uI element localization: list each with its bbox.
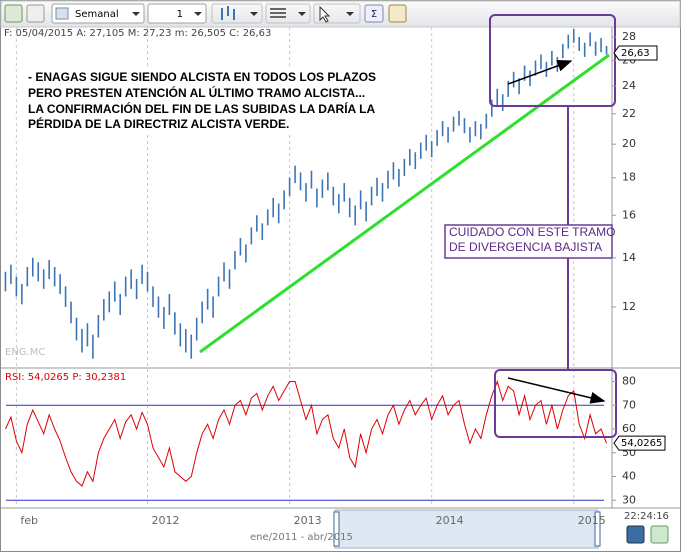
navigator-handle[interactable] <box>594 511 601 547</box>
y-tick-label: 14 <box>622 251 636 264</box>
settings-button[interactable] <box>626 525 645 544</box>
rsi-line <box>5 379 607 487</box>
dropdown-arrow <box>346 12 354 16</box>
symbol-watermark: ENG.MC <box>5 347 45 358</box>
x-tick-label: 2015 <box>578 514 606 527</box>
x-tick-label: 2013 <box>294 514 322 527</box>
note-line: - ENAGAS SIGUE SIENDO ALCISTA EN TODOS L… <box>28 70 376 84</box>
highlight-box <box>494 369 617 438</box>
x-tick-label: feb <box>20 514 38 527</box>
warning-line: DE DIVERGENCIA BAJISTA <box>449 240 602 254</box>
count-input[interactable] <box>147 3 207 24</box>
fullscreen-button[interactable] <box>650 525 669 544</box>
y-tick-label: 28 <box>622 30 636 43</box>
note-bg <box>22 68 362 132</box>
period-label: Semanal <box>75 9 119 20</box>
dropdown-arrow <box>298 12 306 16</box>
y-tick-label: 22 <box>622 107 636 120</box>
main-note: - ENAGAS SIGUE SIENDO ALCISTA EN TODOS L… <box>28 70 376 131</box>
y-tick-label: 24 <box>622 79 636 92</box>
note-line: PERO PRESTEN ATENCIÓN AL ÚLTIMO TRAMO AL… <box>28 85 365 100</box>
tools-button[interactable] <box>388 4 407 23</box>
calendar-icon <box>55 7 69 20</box>
count-label: 1 <box>177 9 183 20</box>
last-value-label: 54,0265 <box>621 438 662 449</box>
sum-icon: Σ <box>371 9 377 20</box>
navigator-range: ene/2011 - abr/2015 <box>250 532 353 543</box>
list-icon <box>270 8 286 18</box>
cursor-icon <box>319 5 331 23</box>
tag-box <box>613 45 658 61</box>
x-tick-label: 2014 <box>436 514 464 527</box>
delete-button[interactable] <box>26 4 45 23</box>
dropdown-arrow <box>250 12 258 16</box>
save-button[interactable] <box>4 4 23 23</box>
navigator-window[interactable] <box>334 509 599 549</box>
bars-icon <box>221 6 235 20</box>
warning-box <box>444 224 613 259</box>
y-tick-label: 18 <box>622 171 636 184</box>
last-value-tag: 54,0265 <box>613 435 666 451</box>
last-value-tag: 26,63 <box>613 45 658 61</box>
marks <box>4 29 608 501</box>
arrow <box>507 377 606 404</box>
note-line: LA CONFIRMACIÓN DEL FIN DE LAS SUBIDAS L… <box>28 101 375 116</box>
clock: 22:24:16 <box>624 511 669 522</box>
period-select[interactable] <box>51 3 145 24</box>
y-tick-label: 70 <box>622 398 636 411</box>
y-tick-label: 40 <box>622 470 636 483</box>
arrow <box>507 59 573 85</box>
tag-box <box>613 435 666 451</box>
dropdown-arrow <box>194 12 202 16</box>
y-tick-label: 60 <box>622 422 636 435</box>
sum-button[interactable] <box>364 4 384 23</box>
toolbar: Semanal 1 Σ <box>0 0 681 28</box>
warning-line: CUIDADO CON ESTE TRAMO <box>449 225 615 239</box>
cursor-button[interactable] <box>313 3 361 24</box>
navigator-handle[interactable] <box>333 511 340 547</box>
y-tick-label: 16 <box>622 208 636 221</box>
last-value-label: 26,63 <box>621 48 650 59</box>
dropdown-arrow <box>132 12 140 16</box>
y-tick-label: 20 <box>622 137 636 150</box>
y-tick-label: 30 <box>622 493 636 506</box>
y-tick-label: 12 <box>622 300 636 313</box>
rsi-title: RSI: 54,0265 P: 30,2381 <box>5 372 126 383</box>
ohlc-header: F: 05/04/2015 A: 27,105 M: 27,23 m: 26,5… <box>4 28 271 39</box>
indicators-button[interactable] <box>265 3 311 24</box>
y-tick-label: 80 <box>622 375 636 388</box>
chart-type-button[interactable] <box>211 3 263 24</box>
note-line: PÉRDIDA DE LA DIRECTRIZ ALCISTA VERDE. <box>28 116 289 131</box>
x-tick-label: 2012 <box>152 514 180 527</box>
trend-line <box>199 53 610 354</box>
